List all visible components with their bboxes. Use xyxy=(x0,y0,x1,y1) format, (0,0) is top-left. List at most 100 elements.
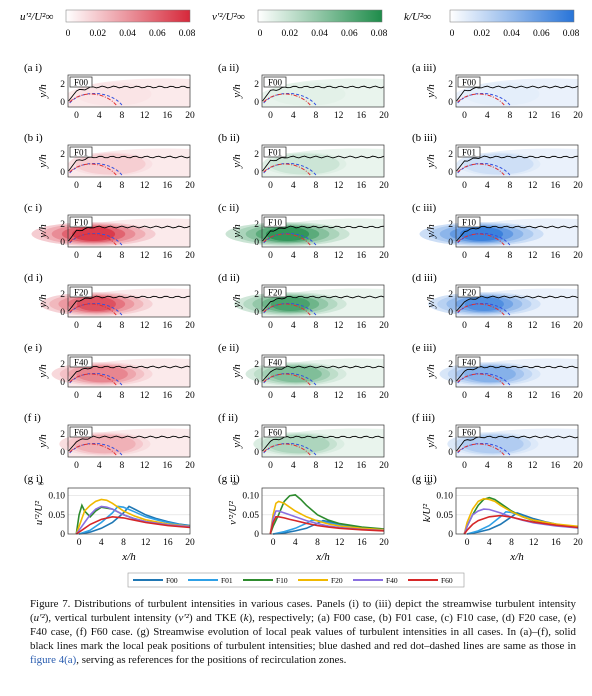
x-tick-label: 0 xyxy=(271,538,276,548)
x-tick-label: 0 xyxy=(268,111,273,121)
x-tick-label: 12 xyxy=(528,111,538,121)
x-tick-label: 12 xyxy=(141,538,151,548)
x-tick-label: 20 xyxy=(379,461,389,471)
x-tick-label: 0 xyxy=(268,181,273,191)
recirculation-line-blue xyxy=(263,162,317,176)
x-tick-label: 0 xyxy=(74,181,79,191)
colorbar-tick-label: 0 xyxy=(258,29,263,39)
plot-frame xyxy=(67,424,191,458)
y-axis-label: y/h xyxy=(231,434,243,449)
y-tick-label: 0 xyxy=(448,98,453,108)
panel-label: (b i) xyxy=(24,132,43,144)
contour-panel-e-i: (e i) F40 0 2 y/h 0 4 8 12 16 20 xyxy=(24,342,195,401)
plot-frame xyxy=(67,144,191,178)
x-tick-label: 20 xyxy=(185,461,195,471)
peak-position-line xyxy=(68,85,191,102)
recirculation-line-blue xyxy=(263,302,317,316)
panel-label: (a iii) xyxy=(412,62,436,74)
y-tick-label: 2 xyxy=(448,360,453,370)
y-tick-label: 0 xyxy=(254,98,259,108)
contour-level xyxy=(462,434,524,454)
recirculation-line-red xyxy=(457,233,505,246)
caption-part-4: ), respectively; ( xyxy=(248,611,322,624)
x-tick-label: 4 xyxy=(97,461,102,471)
plot-frame xyxy=(455,214,579,248)
y-axis-label: y/h xyxy=(425,84,437,99)
y-tick-label: 0.10 xyxy=(48,492,65,502)
plot-frame xyxy=(455,74,579,108)
contour-panel-a-ii: (a ii) F00 0 2 y/h 0 4 8 12 16 20 xyxy=(218,62,389,121)
case-tag: F00 xyxy=(74,78,89,88)
contour-panel-b-ii: (b ii) F01 0 2 y/h 0 4 8 12 16 20 xyxy=(218,132,389,191)
y-axis-label: y/h xyxy=(425,364,437,379)
case-tag-box xyxy=(69,286,93,298)
x-tick-label: 4 xyxy=(97,111,102,121)
y-axis-label: y/h xyxy=(231,84,243,99)
recirculation-line-red xyxy=(69,443,117,456)
contour-level xyxy=(76,297,116,311)
y-tick-label: 0 xyxy=(60,98,65,108)
plot-frame xyxy=(67,354,191,388)
x-tick-label: 8 xyxy=(314,461,319,471)
case-tag-box xyxy=(457,426,481,438)
recirculation-line-blue xyxy=(263,92,317,106)
x-tick-label: 0 xyxy=(462,181,467,191)
case-tag: F10 xyxy=(74,218,89,228)
x-tick-label: 12 xyxy=(140,391,150,401)
contour-panel-e-iii: (e iii) F40 0 2 y/h 0 4 8 12 16 20 xyxy=(412,342,583,401)
y-tick-label: 2 xyxy=(448,290,453,300)
peak-position-line xyxy=(456,225,579,242)
y-tick-label: 2 xyxy=(448,430,453,440)
case-tag: F01 xyxy=(462,148,476,158)
series-line-f10 xyxy=(269,494,385,535)
recirculation-line-blue xyxy=(69,372,123,386)
x-tick-label: 8 xyxy=(314,391,319,401)
case-tag-box xyxy=(263,286,287,298)
plot-frame xyxy=(455,487,579,535)
y-axis-label: v'²/U² xyxy=(228,500,239,525)
x-tick-label: 16 xyxy=(551,321,561,331)
contour-panel-c-ii: (c ii) F10 0 2 y/h 0 4 8 12 16 20 xyxy=(218,202,389,261)
x-axis-label: x/h xyxy=(509,551,524,563)
y-tick-label: 0 xyxy=(448,530,453,540)
x-tick-label: 16 xyxy=(551,251,561,261)
x-tick-label: 8 xyxy=(508,251,513,261)
x-tick-label: 16 xyxy=(551,461,561,471)
x-tick-label: 20 xyxy=(573,538,583,548)
y-tick-label: 2 xyxy=(254,290,259,300)
x-tick-label: 20 xyxy=(573,321,583,331)
contour-panel-b-iii: (b iii) F01 0 2 y/h 0 4 8 12 16 20 xyxy=(412,132,583,191)
x-tick-label: 20 xyxy=(185,181,195,191)
recirculation-line-red xyxy=(457,303,505,316)
recirculation-line-red xyxy=(69,93,117,106)
case-tag-box xyxy=(69,356,93,368)
x-tick-label: 4 xyxy=(97,181,102,191)
y-axis-label: y/h xyxy=(37,294,49,309)
y-tick-label: 0 xyxy=(60,448,65,458)
recirculation-line-blue xyxy=(69,92,123,106)
case-tag: F60 xyxy=(268,428,283,438)
contour-level xyxy=(75,82,152,106)
case-tag: F40 xyxy=(74,358,89,368)
x-tick-label: 0 xyxy=(462,391,467,401)
case-tag-box xyxy=(263,216,287,228)
x-tick-label: 0 xyxy=(462,111,467,121)
y-tick-label: 2 xyxy=(254,80,259,90)
plot-frame xyxy=(261,144,385,178)
caption-part-1: Figure 7. Distributions of turbulent int… xyxy=(30,598,576,624)
x-axis-label: x/h xyxy=(315,551,330,563)
x-tick-label: 8 xyxy=(508,111,513,121)
x-tick-label: 16 xyxy=(551,391,561,401)
x-tick-label: 16 xyxy=(163,111,173,121)
x-tick-label: 20 xyxy=(573,111,583,121)
caption-figure-link[interactable]: figure 4(a) xyxy=(30,653,77,666)
colorbar-tick-label: 0.02 xyxy=(473,29,490,39)
peak-position-line xyxy=(456,435,579,452)
x-tick-label: 8 xyxy=(315,538,320,548)
colorbar-label-1: u'²/U²∞ xyxy=(20,11,53,23)
recirculation-line-blue xyxy=(69,162,123,176)
y-axis-label: y/h xyxy=(37,434,49,449)
x-tick-label: 16 xyxy=(357,321,367,331)
plot-frame xyxy=(261,487,385,535)
contour-level xyxy=(464,365,516,383)
